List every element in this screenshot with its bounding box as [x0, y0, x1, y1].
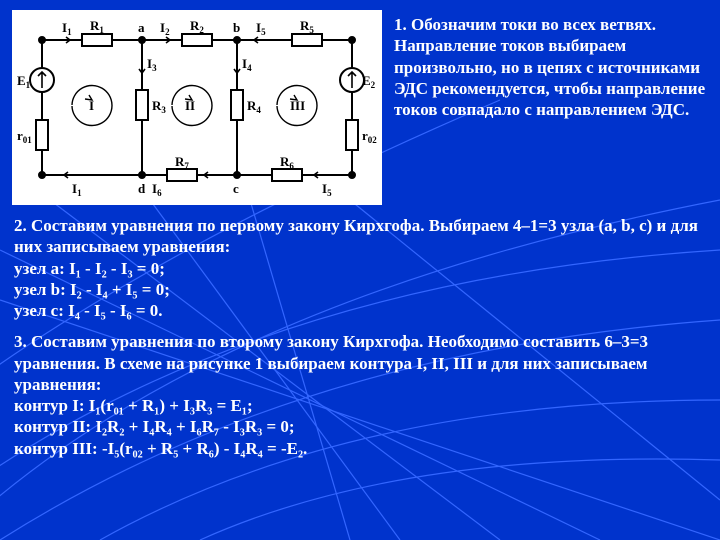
- svg-text:E1: E1: [17, 73, 31, 90]
- svg-text:I2: I2: [160, 20, 170, 37]
- svg-text:I3: I3: [147, 56, 157, 73]
- svg-text:III: III: [290, 98, 305, 113]
- svg-text:R2: R2: [190, 18, 204, 35]
- svg-text:d: d: [138, 181, 146, 196]
- svg-text:b: b: [233, 20, 240, 35]
- svg-text:E2: E2: [362, 73, 376, 90]
- svg-text:I1: I1: [62, 20, 72, 37]
- svg-text:R5: R5: [300, 18, 314, 35]
- svg-text:c: c: [233, 181, 239, 196]
- svg-text:R3: R3: [152, 98, 166, 115]
- svg-text:a: a: [138, 20, 145, 35]
- paragraph-3: 3. Составим уравнения по второму закону …: [0, 321, 720, 459]
- svg-text:R1: R1: [90, 18, 104, 35]
- svg-text:I4: I4: [242, 56, 252, 73]
- svg-text:I6: I6: [152, 181, 162, 198]
- paragraph-2: 2. Составим уравнения по первому закону …: [0, 205, 720, 321]
- svg-text:r02: r02: [362, 128, 377, 145]
- svg-text:I: I: [89, 98, 94, 113]
- svg-text:R6: R6: [280, 154, 294, 171]
- svg-text:II: II: [185, 98, 195, 113]
- svg-text:R7: R7: [175, 154, 189, 171]
- svg-text:R4: R4: [247, 98, 261, 115]
- svg-text:r01: r01: [17, 128, 32, 145]
- circuit-diagram: I1 R1 a I2 R2 b I5 R5 E1 r01 E2 r02 I3 R…: [12, 10, 382, 205]
- svg-text:I5: I5: [256, 20, 266, 37]
- svg-text:I5: I5: [322, 181, 332, 198]
- paragraph-1: 1. Обозначим токи во всех ветвях. Направ…: [394, 10, 708, 205]
- svg-text:I1: I1: [72, 181, 82, 198]
